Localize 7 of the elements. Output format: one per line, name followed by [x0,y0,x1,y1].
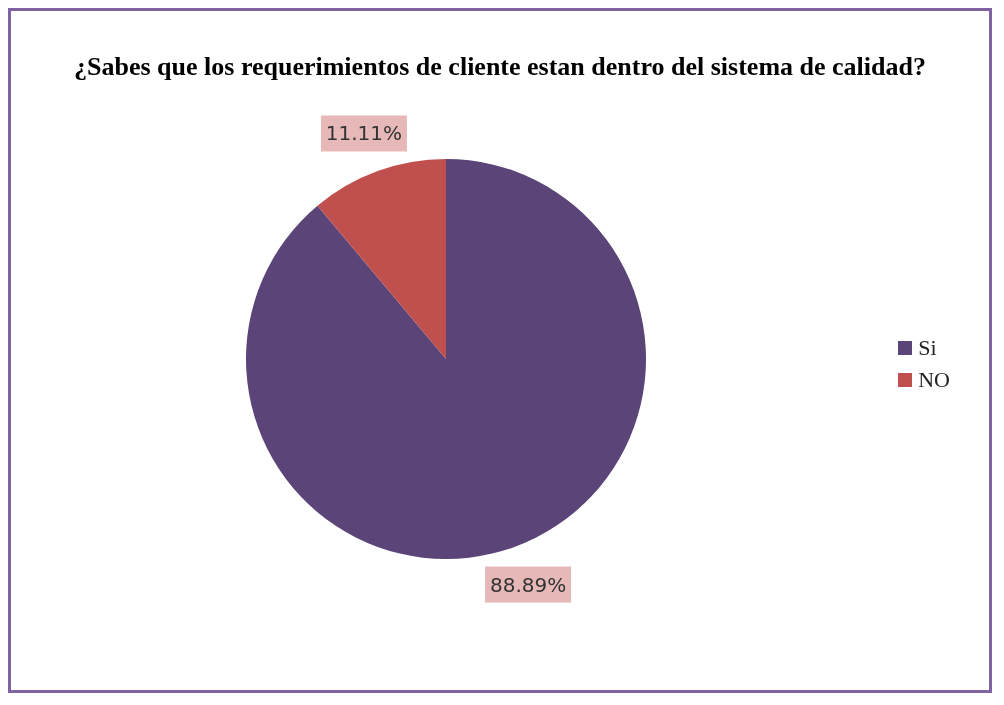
legend-label: Si [918,334,937,361]
chart-title: ¿Sabes que los requerimientos de cliente estan dentro del sistema de calidad? [73,51,927,83]
pie-slice [246,158,646,559]
data-label: 88.89% [489,572,567,597]
pie-slice [317,158,446,359]
data-label: 11.11% [325,120,403,145]
legend-label: NO [918,366,950,393]
